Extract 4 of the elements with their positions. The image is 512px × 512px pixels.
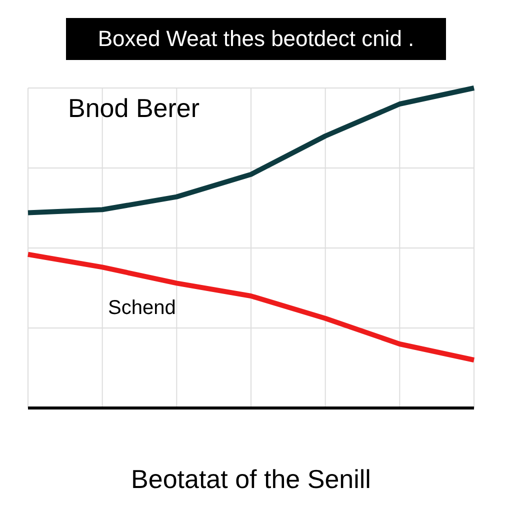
text: Bnod Berer (68, 92, 200, 124)
chart-title: Boxed Weat thes beotdect cnid . (66, 18, 446, 60)
x-axis-title: Beotatat of the Senill (131, 464, 371, 494)
series-label: Schend (108, 297, 176, 320)
